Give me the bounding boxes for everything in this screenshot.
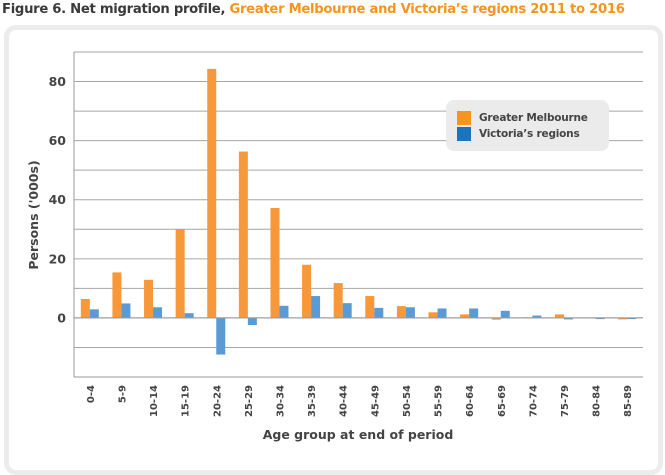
bar-victorias-regions — [153, 307, 163, 318]
bar-greater-melbourne — [270, 208, 280, 318]
bar-greater-melbourne — [144, 279, 154, 318]
x-tick-label: 5-9 — [117, 385, 128, 403]
x-tick-label: 80-84 — [592, 385, 603, 417]
figure-title: Figure 6. Net migration profile, Greater… — [2, 2, 625, 17]
x-tick-label: 10-14 — [149, 385, 160, 417]
legend: Greater Melbourne Victoria’s regions — [446, 100, 609, 151]
bar-greater-melbourne — [333, 283, 343, 318]
legend-label: Greater Melbourne — [479, 112, 588, 124]
bar-victorias-regions — [563, 317, 573, 320]
y-tick-label: 60 — [49, 133, 67, 148]
legend-label: Victoria’s regions — [479, 128, 580, 140]
x-tick-label: 0-4 — [86, 385, 97, 403]
bar-greater-melbourne — [207, 68, 217, 318]
bar-victorias-regions — [247, 317, 257, 325]
legend-item-victorias-regions: Victoria’s regions — [457, 127, 580, 141]
bar-victorias-regions — [279, 305, 289, 318]
x-tick-label: 15-19 — [181, 385, 192, 417]
bar-greater-melbourne — [302, 264, 312, 318]
x-tick-label: 65-69 — [497, 385, 508, 417]
bar-victorias-regions — [342, 303, 352, 318]
bar-victorias-regions — [374, 307, 384, 318]
x-tick-label: 70-74 — [528, 385, 539, 417]
y-tick-labels: 0 20 40 60 80 — [49, 74, 67, 325]
x-tick-label: 40-44 — [339, 385, 350, 417]
x-tick-label: 55-59 — [434, 385, 445, 417]
bar-victorias-regions — [89, 309, 99, 318]
bars — [80, 68, 637, 355]
bar-greater-melbourne — [238, 151, 248, 318]
x-tick-label: 35-39 — [307, 385, 318, 417]
x-tick-label: 75-79 — [560, 385, 571, 417]
x-tick-label: 45-49 — [370, 385, 381, 417]
bar-victorias-regions — [121, 303, 131, 318]
axes — [73, 52, 643, 378]
x-tick-labels: 0-4 5-9 10-14 15-19 20-24 25-29 30-34 35-39 40-4… — [86, 385, 634, 417]
bar-greater-melbourne — [175, 229, 185, 318]
title-prefix: Figure 6. Net migration profile, — [2, 2, 230, 17]
bar-greater-melbourne — [80, 299, 90, 318]
x-tick-label: 20-24 — [212, 385, 223, 417]
legend-swatch-blue — [457, 127, 471, 141]
x-tick-label: 25-29 — [244, 385, 255, 417]
bar-greater-melbourne — [491, 317, 501, 320]
bar-greater-melbourne — [428, 312, 438, 318]
bar-victorias-regions — [216, 317, 226, 355]
y-tick-label: 20 — [49, 251, 67, 266]
x-tick-label: 85-89 — [623, 385, 634, 417]
gridlines — [74, 51, 643, 348]
bar-victorias-regions — [469, 308, 479, 318]
x-axis-label: Age group at end of period — [263, 427, 454, 442]
chart-svg: 0 20 40 60 80 0-4 5-9 10-14 15-19 20-24 25-29 30-3… — [26, 51, 643, 442]
y-tick-label: 80 — [49, 74, 67, 89]
bar-greater-melbourne — [112, 272, 122, 318]
bar-greater-melbourne — [554, 314, 564, 318]
bar-victorias-regions — [311, 296, 321, 318]
title-highlight: Greater Melbourne and Victoria’s regions… — [229, 2, 625, 17]
bar-victorias-regions — [437, 308, 447, 318]
bar-greater-melbourne — [396, 306, 406, 318]
legend-item-greater-melbourne: Greater Melbourne — [457, 111, 588, 125]
y-axis-label: Persons ('000s) — [26, 160, 41, 269]
bar-victorias-regions — [405, 307, 415, 318]
bar-victorias-regions — [532, 315, 542, 318]
bar-greater-melbourne — [365, 296, 375, 318]
x-tick-label: 60-64 — [465, 385, 476, 417]
bar-greater-melbourne — [460, 314, 470, 318]
legend-swatch-orange — [457, 111, 471, 125]
x-tick-label: 30-34 — [275, 385, 286, 417]
x-tick-label: 50-54 — [402, 385, 413, 417]
bar-greater-melbourne — [618, 317, 628, 320]
bar-victorias-regions — [595, 317, 605, 320]
y-tick-label: 0 — [57, 310, 66, 325]
bar-victorias-regions — [627, 317, 637, 320]
bar-victorias-regions — [184, 313, 194, 318]
bar-victorias-regions — [500, 310, 510, 318]
y-tick-label: 40 — [49, 192, 67, 207]
